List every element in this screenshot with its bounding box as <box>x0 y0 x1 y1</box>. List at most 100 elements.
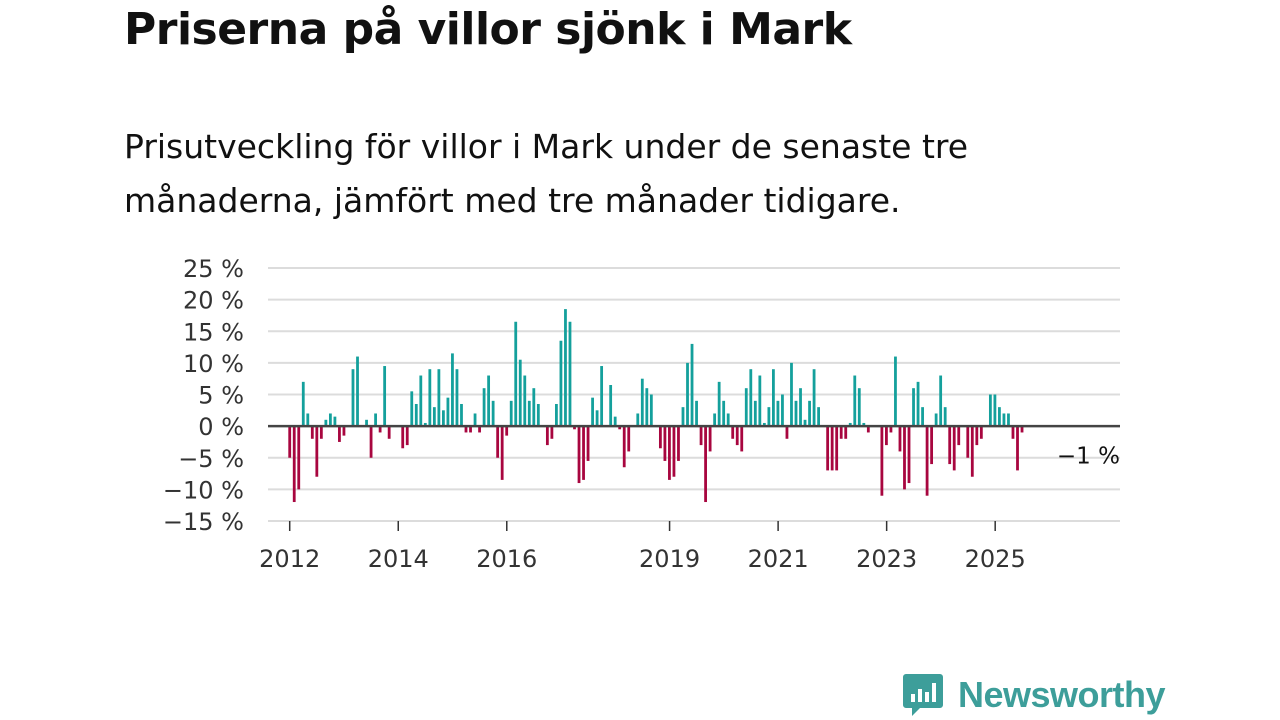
chart-title: Priserna på villor sjönk i Mark <box>124 4 852 55</box>
bar <box>979 426 983 439</box>
bar <box>618 426 622 430</box>
x-tick-label: 2021 <box>748 545 809 573</box>
bar <box>726 413 730 427</box>
bar <box>681 407 685 427</box>
bar <box>455 369 459 427</box>
bar <box>993 394 997 427</box>
y-tick-label: 20 % <box>183 287 244 315</box>
bar <box>749 369 753 427</box>
y-tick-label: 5 % <box>198 382 244 410</box>
bar-chart-speech-bubble-icon <box>903 674 943 716</box>
y-tick-label: −15 % <box>163 508 244 536</box>
bar <box>378 426 382 433</box>
bar <box>866 426 870 433</box>
bar <box>328 413 332 427</box>
bar <box>573 426 576 430</box>
bar <box>446 397 450 427</box>
bars <box>288 309 1024 503</box>
bar <box>916 381 920 427</box>
bar <box>491 400 495 427</box>
x-tick-label: 2025 <box>965 545 1026 573</box>
bar <box>826 426 830 471</box>
bar <box>622 426 626 468</box>
bar <box>853 375 857 427</box>
bar <box>731 426 735 439</box>
bar <box>464 426 468 433</box>
bar <box>301 381 305 427</box>
bar <box>442 410 445 427</box>
bar <box>758 375 762 427</box>
bar <box>437 369 441 427</box>
bar <box>672 426 676 477</box>
bar <box>482 388 486 427</box>
bar <box>310 426 314 439</box>
bar <box>1011 426 1015 439</box>
bar <box>536 403 540 427</box>
y-tick-label: 10 % <box>183 350 244 378</box>
bar <box>609 385 613 427</box>
bar <box>487 375 491 427</box>
bar <box>586 426 590 461</box>
brand-name: Newsworthy <box>958 674 1166 715</box>
bar <box>722 400 726 427</box>
bar <box>600 366 604 427</box>
bar <box>952 426 956 471</box>
bar <box>767 407 771 427</box>
bar <box>686 362 689 427</box>
bar <box>550 426 554 439</box>
bar <box>555 403 558 427</box>
bar <box>564 309 567 427</box>
bar <box>898 426 902 452</box>
bar <box>808 400 811 427</box>
bar <box>627 426 631 452</box>
bar <box>934 413 938 427</box>
y-tick-label: 0 % <box>198 413 244 441</box>
bar <box>545 426 549 446</box>
bar <box>817 407 820 427</box>
bar <box>658 426 662 449</box>
bar <box>785 426 789 439</box>
bar <box>374 413 377 427</box>
y-tick-label: 25 % <box>183 255 244 283</box>
bar <box>880 426 884 496</box>
bar <box>857 388 861 427</box>
latest-value-annotation: −1 % <box>1057 443 1120 469</box>
bar <box>713 413 717 427</box>
bar <box>803 419 807 427</box>
bar <box>410 391 414 427</box>
bar <box>844 426 848 439</box>
bar <box>333 416 337 427</box>
bar <box>640 378 644 427</box>
bar <box>582 426 585 480</box>
bar <box>939 375 943 427</box>
bar <box>812 369 816 427</box>
bar <box>636 413 640 427</box>
bar <box>414 403 418 427</box>
bar <box>405 426 409 446</box>
bar <box>645 388 649 427</box>
bar <box>496 426 500 458</box>
bar <box>306 413 310 427</box>
bar <box>740 426 744 452</box>
bar <box>921 407 924 427</box>
bar <box>690 343 694 427</box>
bar <box>988 394 992 427</box>
y-axis-labels: 25 % 20 % 15 % 10 % 5 % 0 % −5 % −10 % −15 % <box>163 255 244 536</box>
bar <box>428 369 432 427</box>
bar <box>383 366 387 427</box>
chart-subtitle: Prisutveckling för villor i Mark under d… <box>124 127 969 220</box>
bar <box>930 426 934 465</box>
bar <box>695 400 698 427</box>
bar <box>288 426 292 458</box>
bar <box>369 426 373 458</box>
bar <box>948 426 952 465</box>
bar <box>532 388 536 427</box>
bar <box>894 356 897 427</box>
bar <box>518 359 522 427</box>
bar <box>401 426 405 449</box>
bar <box>799 388 802 427</box>
bar <box>1007 413 1010 427</box>
bar <box>559 340 563 427</box>
bar <box>297 426 301 490</box>
